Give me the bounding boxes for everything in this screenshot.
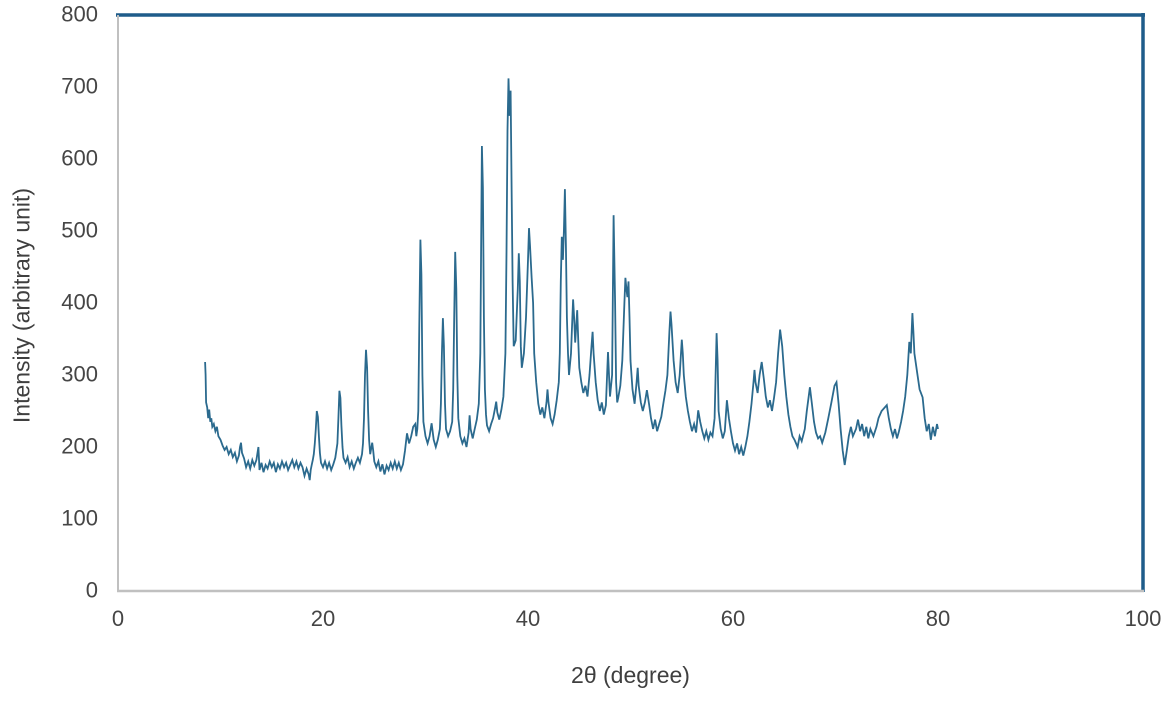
- y-tick-label: 0: [85, 577, 98, 603]
- x-tick-label: 0: [111, 606, 125, 631]
- y-tick-label: 800: [61, 1, 98, 27]
- x-axis-title: 2θ (degree): [571, 662, 690, 688]
- x-tick-label: 100: [1124, 606, 1162, 631]
- y-tick-label: 200: [61, 433, 98, 459]
- y-tick-label: 700: [61, 73, 98, 99]
- y-tick-label: 600: [61, 145, 98, 171]
- x-tick-label: 40: [515, 606, 541, 631]
- y-tick-label: 500: [61, 217, 98, 243]
- y-axis-title: Intensity (arbitrary unit): [8, 187, 35, 424]
- y-tick-label: 100: [61, 505, 98, 531]
- xrd-line: [204, 78, 939, 481]
- x-tick-label: 20: [310, 606, 336, 631]
- x-tick-label: 80: [925, 606, 951, 631]
- y-tick-label: 300: [61, 361, 98, 387]
- y-tick-label: 400: [61, 289, 98, 315]
- x-tick-label: 60: [720, 606, 746, 631]
